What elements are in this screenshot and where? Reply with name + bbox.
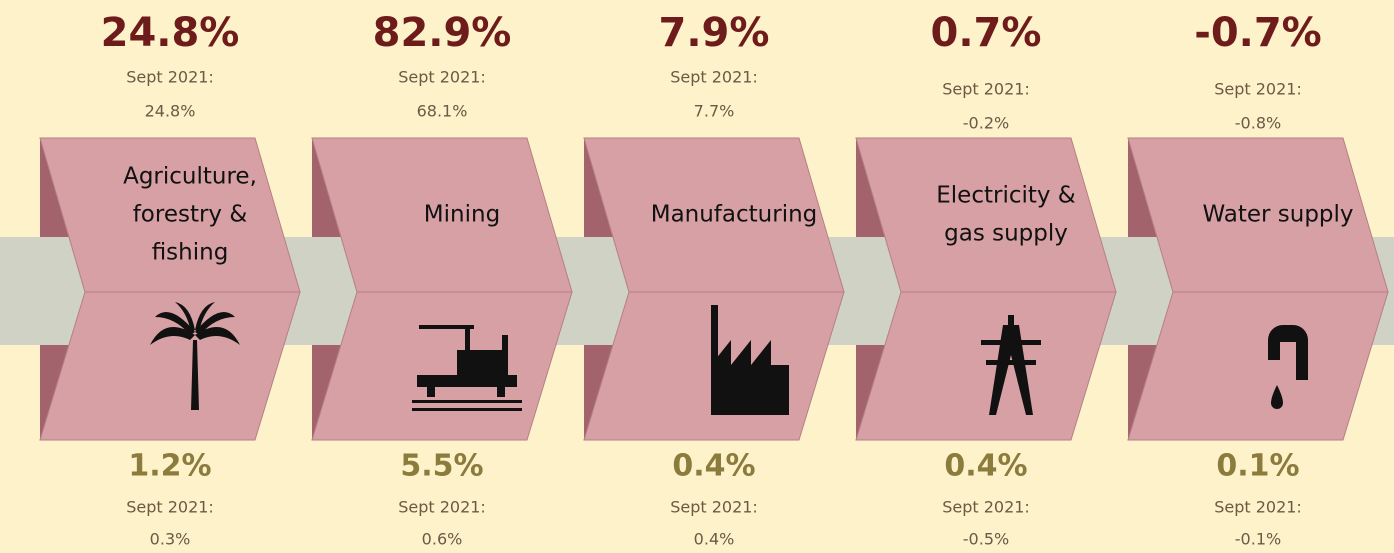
- prior: -0.8%: [1235, 114, 1281, 133]
- icon: [1268, 325, 1308, 409]
- sector-name: Agriculture,: [123, 164, 257, 190]
- prior: 7.7%: [694, 102, 735, 121]
- value: 24.8%: [101, 10, 240, 56]
- bottom-label: Sept 2021:: [670, 498, 758, 517]
- bottom-value: 1.2%: [128, 449, 211, 484]
- label: Sept 2021:: [398, 68, 486, 87]
- icon: [150, 302, 240, 410]
- prior: 24.8%: [145, 102, 196, 121]
- chevron-bottom: [855, 291, 1117, 441]
- sector-name: Water supply: [1202, 202, 1353, 228]
- chevron-bottom: [39, 291, 301, 441]
- bottom-prior: -0.1%: [1235, 530, 1281, 549]
- sector-name: Electricity &: [936, 183, 1076, 209]
- sector-name: gas supply: [944, 221, 1068, 247]
- icon: [981, 315, 1041, 415]
- label: Sept 2021:: [942, 80, 1030, 99]
- bottom-label: Sept 2021:: [398, 498, 486, 517]
- sector-name: fishing: [152, 240, 229, 266]
- bottom-value: 5.5%: [400, 449, 483, 484]
- prior: 68.1%: [417, 102, 468, 121]
- sector: 7.9% Sept 2021: 7.7% Manufacturing 0.4% Sept …: [583, 10, 845, 549]
- bottom-label: Sept 2021:: [1214, 498, 1302, 517]
- bottom-value: 0.4%: [672, 449, 755, 484]
- chevron-bottom: [1127, 291, 1389, 441]
- icon: [711, 305, 789, 415]
- bottom-value: 0.1%: [1216, 449, 1299, 484]
- bottom-label: Sept 2021:: [126, 498, 214, 517]
- sector: 24.8% Sept 2021: 24.8% Agriculture, forestry…: [39, 10, 301, 549]
- chevron-top: [855, 137, 1117, 293]
- sector: -0.7% Sept 2021: -0.8% Water supply 0.1% Sept…: [1127, 10, 1389, 549]
- label: Sept 2021:: [126, 68, 214, 87]
- sector-name: Manufacturing: [651, 202, 818, 228]
- prior: -0.2%: [963, 114, 1009, 133]
- bottom-value: 0.4%: [944, 449, 1027, 484]
- value: 0.7%: [931, 10, 1042, 56]
- bottom-prior: 0.3%: [150, 530, 191, 549]
- bottom-prior: 0.4%: [694, 530, 735, 549]
- label: Sept 2021:: [1214, 80, 1302, 99]
- sector: 82.9% Sept 2021: 68.1% Mining 5.5% Sept 2021:…: [311, 10, 573, 549]
- bottom-prior: 0.6%: [422, 530, 463, 549]
- label: Sept 2021:: [670, 68, 758, 87]
- chevron-bottom: [311, 291, 573, 441]
- sector-name: Mining: [424, 202, 500, 228]
- bottom-prior: -0.5%: [963, 530, 1009, 549]
- value: -0.7%: [1194, 10, 1322, 56]
- sector: 0.7% Sept 2021: -0.2% Electricity & gas supp…: [855, 10, 1117, 549]
- value: 7.9%: [659, 10, 770, 56]
- bottom-label: Sept 2021:: [942, 498, 1030, 517]
- sector-name: forestry &: [133, 202, 248, 228]
- icon: [412, 325, 522, 411]
- value: 82.9%: [373, 10, 512, 56]
